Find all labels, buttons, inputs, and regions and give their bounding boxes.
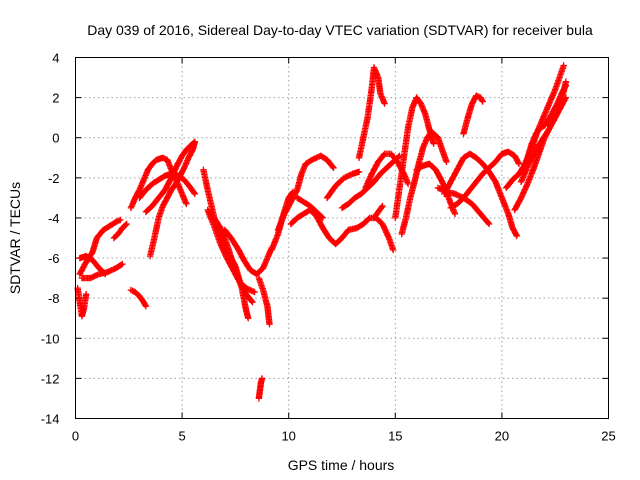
y-tick-label: -2 bbox=[48, 171, 60, 186]
x-tick-label: 10 bbox=[281, 429, 295, 444]
y-tick-label: -4 bbox=[48, 211, 60, 226]
x-tick-label: 0 bbox=[72, 429, 79, 444]
data-markers bbox=[74, 62, 570, 402]
y-tick-label: 2 bbox=[52, 91, 59, 106]
y-tick-label: -8 bbox=[48, 291, 60, 306]
x-tick-label: 15 bbox=[388, 429, 402, 444]
x-tick-label: 5 bbox=[178, 429, 185, 444]
y-tick-label: -10 bbox=[41, 331, 60, 346]
x-axis-label: GPS time / hours bbox=[288, 457, 395, 473]
y-tick-label: 4 bbox=[52, 51, 59, 66]
y-tick-label: -12 bbox=[41, 371, 60, 386]
x-tick-label: 25 bbox=[601, 429, 615, 444]
chart-title: Day 039 of 2016, Sidereal Day-to-day VTE… bbox=[87, 22, 593, 38]
data-points bbox=[74, 62, 570, 402]
y-axis-label: SDTVAR / TECUs bbox=[7, 182, 23, 294]
y-tick-label: -14 bbox=[41, 412, 60, 427]
plot-frame bbox=[75, 57, 609, 419]
y-tick-label: -6 bbox=[48, 251, 60, 266]
y-tick-label: 0 bbox=[52, 131, 59, 146]
x-tick-label: 20 bbox=[495, 429, 509, 444]
